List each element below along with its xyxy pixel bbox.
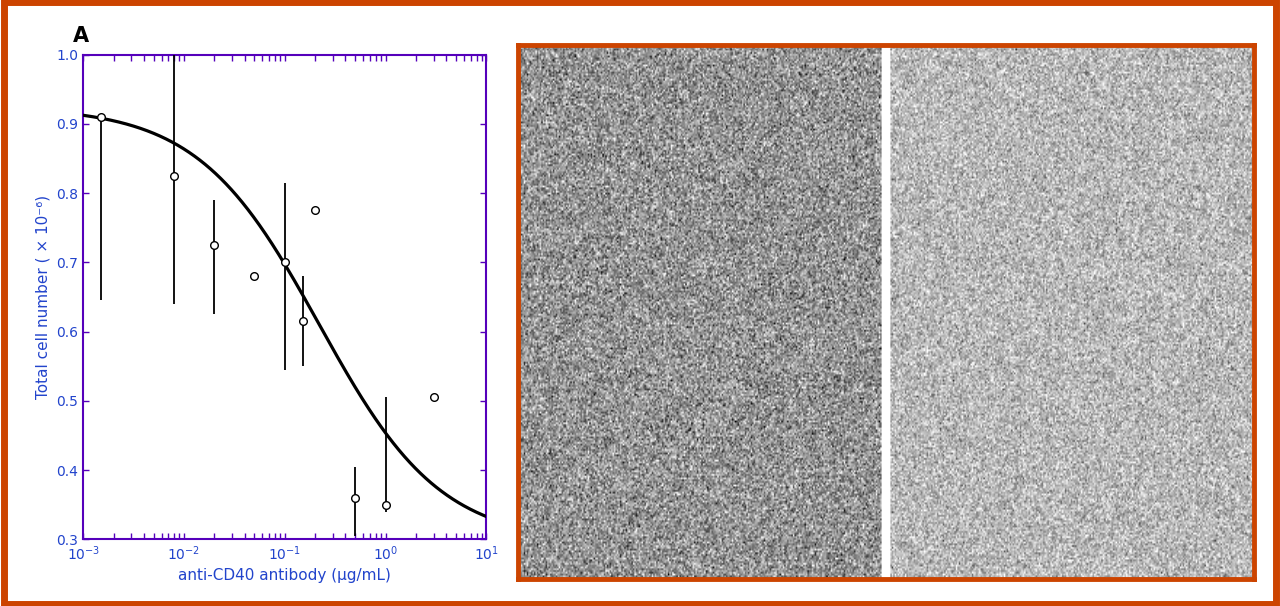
Y-axis label: Total cell number ( × 10⁻⁶): Total cell number ( × 10⁻⁶) <box>36 195 51 399</box>
X-axis label: anti-CD40 antibody (μg/mL): anti-CD40 antibody (μg/mL) <box>178 568 392 584</box>
Text: A: A <box>73 27 90 47</box>
